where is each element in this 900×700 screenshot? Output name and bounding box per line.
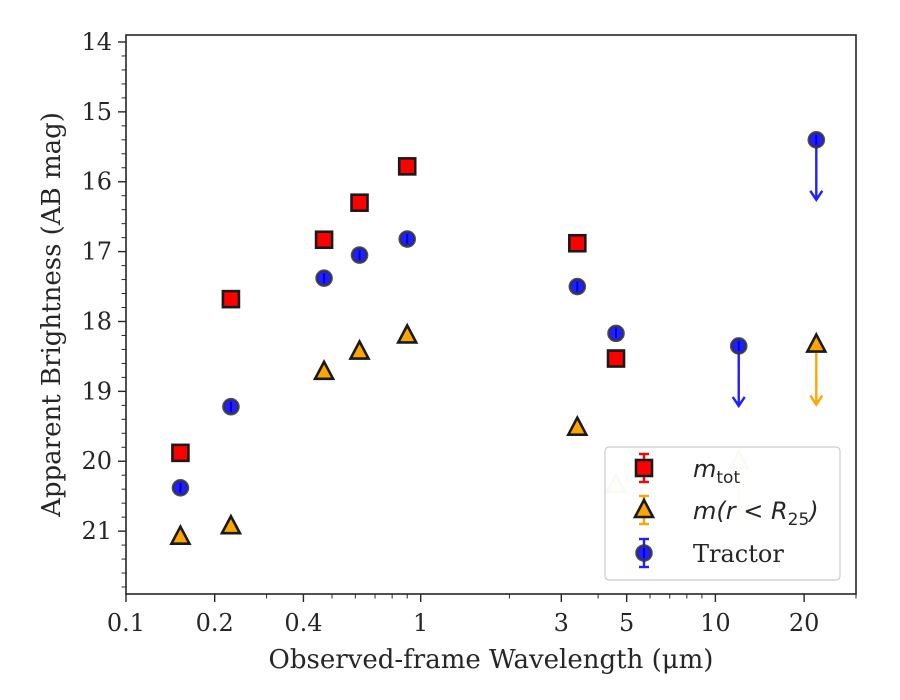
square-marker-shape — [606, 349, 626, 368]
x-tick-label: 5 — [619, 609, 634, 637]
legend-label-suffix: ) — [807, 497, 818, 525]
x-tick-label: 20 — [789, 609, 820, 637]
legend-label: Tractor — [693, 540, 784, 568]
triangle-marker-shape — [348, 338, 371, 360]
legend-label-sub: tot — [716, 468, 740, 488]
triangle-marker-shape — [566, 414, 589, 436]
circle-point — [222, 397, 240, 416]
legend-marker — [635, 544, 653, 562]
legend-marker — [634, 458, 654, 478]
legend-label-base: m(r < R — [693, 497, 788, 525]
x-tick-label: 0.1 — [107, 609, 145, 637]
square-point — [568, 233, 587, 253]
square-point — [171, 443, 190, 463]
upper-limit-arrow-head — [809, 394, 824, 407]
square-marker-shape — [350, 193, 369, 212]
y-tick-label: 21 — [81, 517, 112, 545]
square-marker-shape — [171, 443, 190, 463]
y-tick-label: 18 — [81, 307, 112, 335]
circle-point — [607, 324, 625, 343]
triangle-point — [396, 322, 419, 344]
y-tick-label: 14 — [81, 28, 112, 56]
triangle-marker-shape — [169, 523, 192, 546]
y-tick-label: 20 — [81, 447, 112, 475]
legend-marker — [632, 497, 656, 519]
y-tick-label: 19 — [81, 377, 112, 405]
y-axis: 14 15 16 17 18 19 20 21 — [81, 28, 126, 588]
legend-label: mtot — [693, 455, 740, 488]
circle-upper-limit — [729, 337, 748, 409]
plot-frame — [125, 34, 857, 595]
x-tick-label: 0.4 — [284, 609, 322, 637]
triangle-marker-shape — [312, 359, 336, 381]
legend-label: m(r < R25) — [693, 497, 819, 530]
legend-entry: mtot — [634, 452, 740, 488]
triangle-marker-shape — [632, 497, 656, 519]
legend-entry: Tractor — [635, 537, 784, 569]
legend-label-sub: 25 — [788, 510, 810, 530]
square-marker-shape — [634, 458, 654, 478]
legend-label-base: m — [693, 455, 716, 483]
triangle-upper-limit — [805, 331, 828, 407]
circle-point — [171, 478, 190, 497]
upper-limit-arrow-head — [809, 190, 824, 202]
x-tick-label: 3 — [554, 609, 569, 637]
x-tick-label: 0.2 — [196, 609, 234, 637]
upper-limit-arrow-head — [731, 396, 746, 409]
triangle-point — [566, 414, 589, 436]
triangle-marker-shape — [396, 322, 419, 344]
series-circle — [171, 131, 826, 497]
circle-point — [398, 230, 417, 248]
y-axis-label: Apparent Brightness (AB mag) — [37, 112, 67, 518]
y-tick-label: 15 — [81, 98, 112, 126]
series-square — [171, 157, 626, 463]
upper-limit-marker — [807, 131, 826, 149]
triangle-marker-shape — [805, 331, 828, 353]
square-point — [350, 193, 369, 212]
plot-area — [125, 34, 857, 595]
triangle-marker-shape — [219, 513, 243, 535]
x-axis: 0.1 0.2 0.4 1 3 5 10 20 — [107, 594, 857, 637]
circle-point — [315, 269, 333, 287]
triangle-point — [169, 523, 192, 546]
square-point — [606, 349, 626, 368]
x-tick-label: 10 — [700, 609, 731, 637]
circle-point — [568, 277, 587, 296]
data-markers — [169, 131, 828, 546]
square-marker-shape — [314, 230, 334, 250]
square-marker-shape — [221, 289, 241, 309]
triangle-point — [348, 338, 371, 360]
legend: mtot m(r < R25) Tractor — [604, 446, 841, 581]
upper-limit-marker — [729, 337, 748, 355]
legend-entry: m(r < R25) — [632, 494, 819, 530]
upper-limit-marker — [805, 331, 828, 353]
square-marker-shape — [568, 233, 587, 253]
y-tick-label: 17 — [81, 238, 112, 266]
circle-upper-limit — [807, 131, 826, 202]
square-point — [397, 157, 417, 176]
square-point — [221, 289, 241, 309]
y-tick-label: 16 — [81, 168, 112, 196]
legend-box — [604, 446, 841, 581]
triangle-point — [219, 513, 243, 535]
x-tick-label: 1 — [413, 609, 428, 637]
square-point — [314, 230, 334, 250]
circle-point — [350, 246, 369, 264]
square-marker-shape — [397, 157, 417, 176]
triangle-point — [312, 359, 336, 381]
x-axis-label: Observed-frame Wavelength (μm) — [269, 645, 714, 675]
